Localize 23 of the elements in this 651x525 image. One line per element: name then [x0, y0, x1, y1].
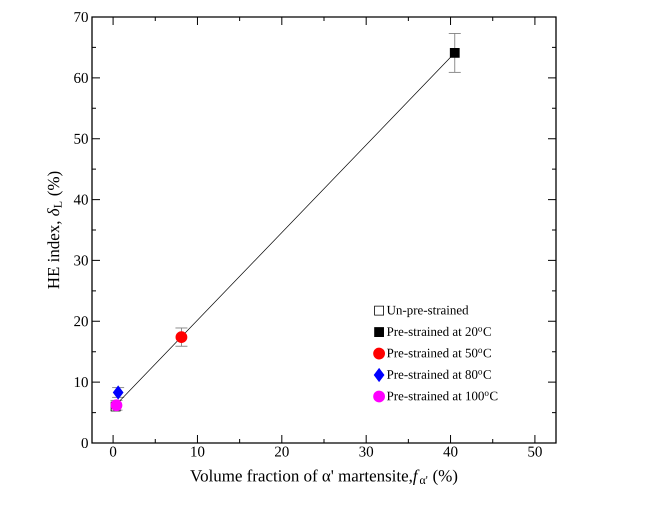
legend-label: Pre-strained at 80$^{o}$C [386, 370, 491, 379]
y-tick-label: 50 [74, 134, 88, 144]
x-tick-label: 30 [359, 446, 374, 457]
y-axis-title: HE index, δ$_{L}$ (%) [47, 172, 63, 289]
x-axis-title: Volume fraction of α' martensite,f$_{α'}$ (%) [190, 469, 458, 485]
x-tick-label: 10 [191, 446, 204, 457]
x-tick-label: 40 [443, 446, 458, 457]
legend-label: Un-pre-strained [386, 305, 468, 318]
y-tick-label: 10 [74, 377, 88, 388]
x-tick-label: 20 [275, 446, 289, 457]
y-tick-label: 0 [82, 438, 88, 448]
point [176, 331, 188, 344]
y-tick-label: 60 [74, 72, 88, 83]
y-tick-label: 20 [74, 316, 88, 326]
legend-label: Pre-strained at 100$^{o}$C [386, 391, 498, 400]
point [450, 48, 460, 58]
legend-label: Pre-strained at 50$^{o}$C [386, 348, 491, 358]
y-tick-label: 30 [74, 255, 88, 266]
y-tick-label: 70 [74, 12, 88, 22]
x-tick-label: 50 [528, 446, 542, 457]
legend-label: Pre-strained at 20$^{o}$C [386, 326, 491, 336]
x-tick-label: 0 [110, 446, 116, 457]
y-tick-label: 40 [74, 194, 88, 205]
